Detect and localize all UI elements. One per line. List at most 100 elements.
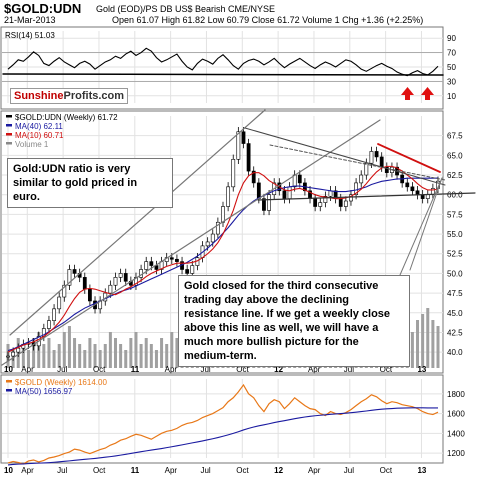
volume-bar	[154, 350, 158, 368]
price-y-tick-label: 65.0	[447, 151, 463, 160]
x-tick-label: 13	[417, 365, 426, 374]
volume-bar	[98, 350, 102, 368]
rsi-y-tick-label: 90	[447, 34, 456, 43]
gold-y-tick-label: 1200	[447, 449, 465, 458]
chart-subtitle: Gold (EOD)/PS DB US$ Bearish CME/NYSE	[96, 4, 276, 14]
rsi-y-tick-label: 70	[447, 49, 456, 58]
price-y-tick-label: 55.0	[447, 230, 463, 239]
gold-panel-frame	[0, 374, 444, 464]
x-tick-label: Apr	[308, 466, 321, 475]
price-legend-label: $GOLD:UDN (Weekly) 61.72	[15, 113, 118, 122]
x-tick-label: Apr	[21, 365, 34, 374]
x-tick-label: 12	[274, 466, 283, 475]
candle-body	[282, 190, 287, 199]
volume-bar	[124, 350, 128, 368]
x-tick-label: 11	[131, 466, 140, 475]
candle-body	[297, 174, 302, 184]
volume-bar	[436, 326, 440, 368]
volume-bar	[170, 332, 174, 368]
candle-body	[118, 273, 123, 278]
ma10-line	[7, 165, 439, 353]
volume-bar	[160, 338, 164, 368]
candle-body	[67, 269, 72, 286]
candle-body	[190, 265, 195, 274]
volume-bar	[108, 332, 112, 368]
volume-bar	[83, 350, 87, 368]
x-tick-label: Jul	[57, 365, 67, 374]
x-tick-label: Oct	[236, 365, 249, 374]
candle-body	[379, 156, 384, 168]
volume-bar	[416, 320, 420, 368]
price-y-tick-label: 67.5	[447, 132, 463, 141]
gold-legend-label: $GOLD (Weekly) 1614.00	[15, 378, 107, 387]
candle-body	[384, 166, 389, 173]
volume-bar	[42, 344, 46, 368]
rsi-layer	[2, 47, 443, 82]
gold-y-tick-label: 1800	[447, 390, 465, 399]
trendlines	[1, 73, 476, 366]
x-tick-label: Apr	[165, 466, 178, 475]
x-tick-label: Apr	[165, 365, 178, 374]
axis-layer: 10 30 50 70 90 40.0 42.5 45.0 47.5 50.0 52.5 55.0 57…	[4, 34, 465, 475]
rising-support-line	[1, 119, 381, 366]
volume-bar	[93, 344, 97, 368]
x-tick-label: Jul	[57, 466, 67, 475]
lower-horizontal-support-line	[257, 192, 476, 201]
callout-pointer-2	[399, 177, 443, 276]
candle-body	[144, 261, 149, 270]
candle-body	[251, 170, 256, 184]
candle-body	[47, 320, 51, 329]
volume-bar	[73, 338, 77, 368]
candle-body	[210, 233, 215, 243]
candle-body	[318, 202, 323, 207]
x-tick-label: 12	[274, 365, 283, 374]
x-tick-label: 10	[4, 466, 13, 475]
volume-bar	[139, 344, 143, 368]
legend-layer: RSI(14) 51.03 $GOLD:UDN (Weekly) 61.72 MA(…	[5, 31, 118, 396]
price-legend-label: Volume 1	[15, 140, 49, 149]
volume-bar	[47, 338, 51, 368]
volume-bar	[26, 350, 30, 368]
volume-bar	[88, 338, 92, 368]
candle-body	[108, 284, 113, 294]
volume-bar	[67, 326, 71, 368]
candle-body	[323, 195, 328, 203]
candle-body	[369, 151, 374, 164]
candle-body	[425, 194, 430, 199]
volume-bar	[134, 332, 138, 368]
volume-bar	[62, 332, 66, 368]
candle-body	[215, 221, 220, 235]
x-tick-label: Oct	[380, 466, 393, 475]
price-legend-swatch	[6, 124, 12, 127]
x-tick-label: Jul	[344, 466, 354, 475]
x-tick-label: Apr	[21, 466, 34, 475]
long-term-rising-support-line	[9, 109, 266, 336]
rsi-legend-label: RSI(14) 51.03	[5, 31, 55, 40]
price-y-tick-label: 62.5	[447, 171, 463, 180]
x-tick-label: Oct	[93, 365, 106, 374]
price-legend-label: MA(10) 60.71	[15, 131, 64, 140]
candle-body	[246, 143, 251, 172]
candle-body	[267, 194, 271, 211]
volume-bar	[144, 338, 148, 368]
grid-lines	[2, 31, 443, 458]
candle-body	[415, 190, 420, 196]
candle-body	[169, 257, 174, 260]
candle-body	[359, 174, 364, 184]
declining-resistance-line-dashed	[269, 144, 446, 181]
volume-bar	[119, 344, 123, 368]
volume-bar	[410, 332, 414, 368]
volume-bar	[175, 338, 179, 368]
x-tick-label: Apr	[308, 365, 321, 374]
candle-body	[149, 261, 154, 266]
price-legend-swatch	[6, 133, 12, 136]
rsi-y-tick-label: 50	[447, 63, 456, 72]
rsi-arrows	[401, 87, 434, 100]
candle-body	[88, 288, 92, 302]
candle-body	[256, 182, 261, 199]
candle-body	[374, 151, 379, 158]
candle-body	[343, 200, 348, 207]
x-tick-label: Jul	[200, 365, 210, 374]
candle-body	[72, 269, 77, 274]
